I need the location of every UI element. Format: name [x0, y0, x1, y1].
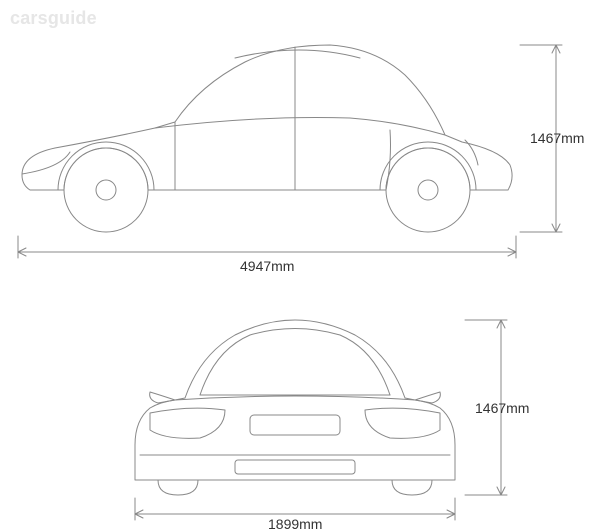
side-view — [22, 45, 512, 232]
front-view — [135, 320, 455, 495]
side-height-label: 1467mm — [530, 130, 584, 146]
side-length-dim — [18, 236, 516, 258]
side-length-label: 4947mm — [240, 258, 294, 274]
dimension-diagram — [0, 0, 592, 532]
front-height-label: 1467mm — [475, 400, 529, 416]
front-width-label: 1899mm — [268, 516, 322, 532]
